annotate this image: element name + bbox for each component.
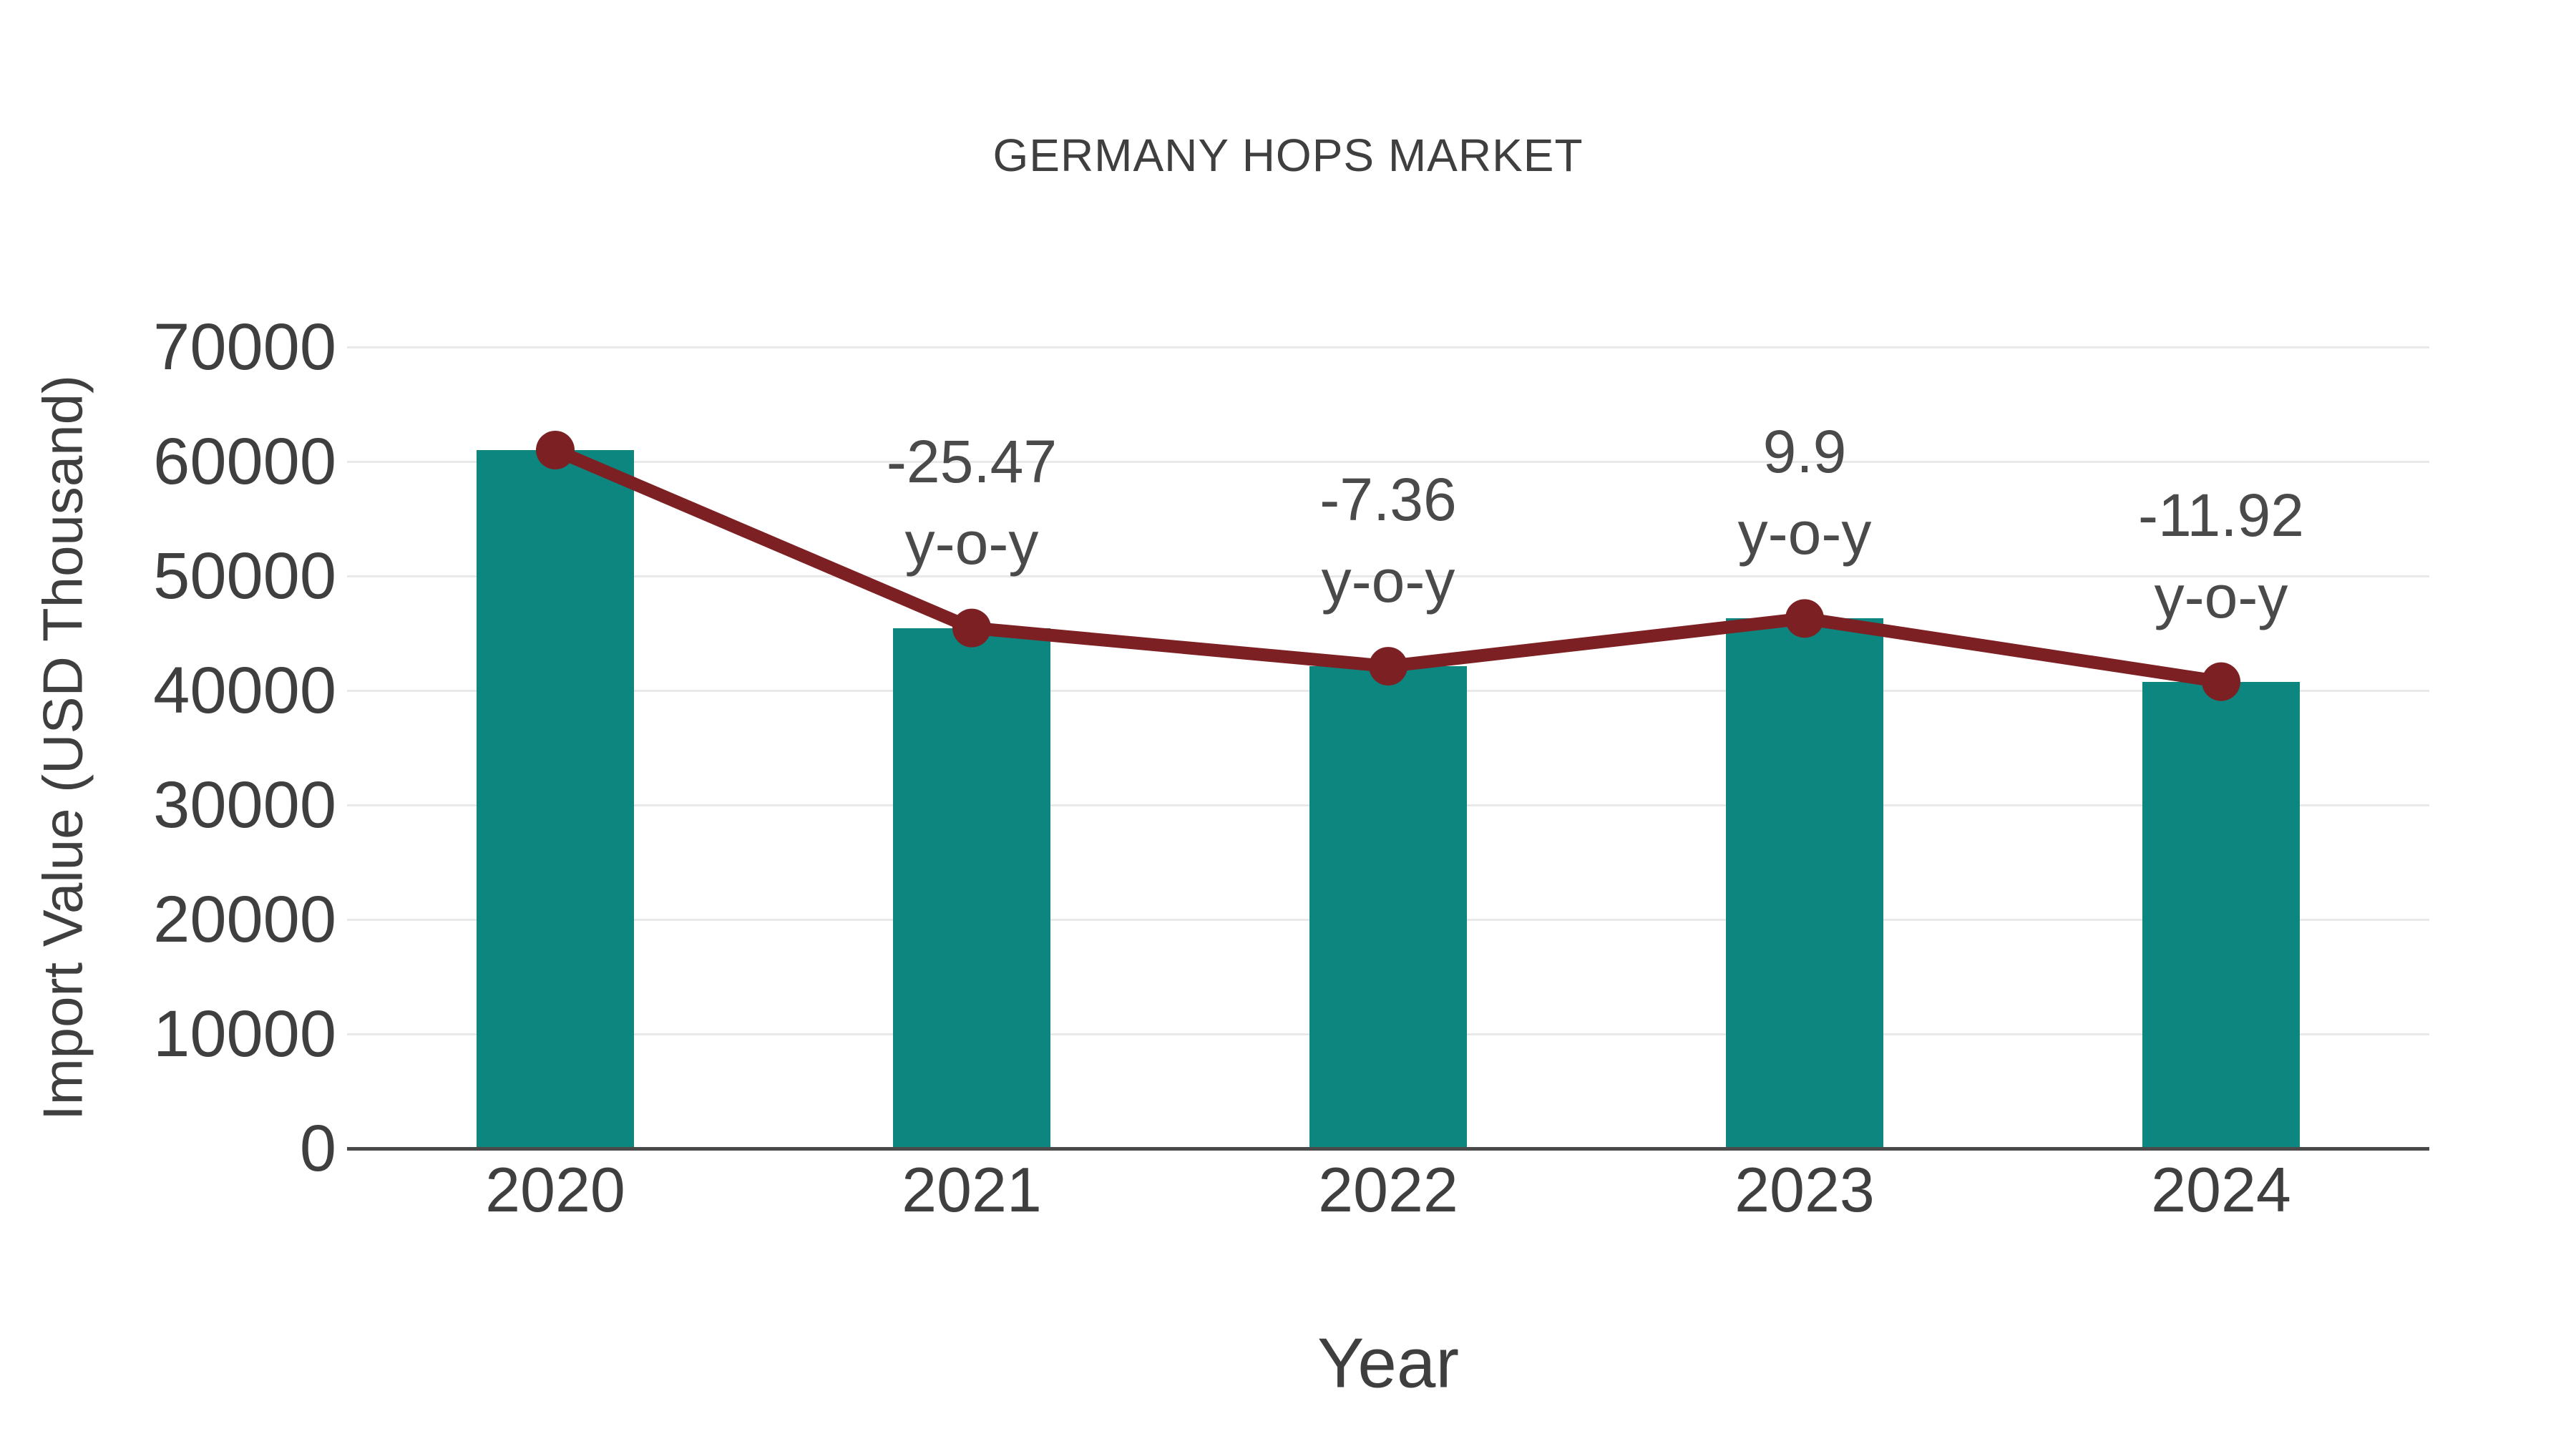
x-axis-line — [347, 1147, 2429, 1151]
x-axis-title: Year — [1317, 1323, 1460, 1402]
bar-2023 — [1726, 618, 1883, 1148]
yoy-suffix: y-o-y — [1321, 547, 1455, 615]
yoy-value: -11.92 — [2138, 481, 2304, 549]
bar-2020 — [477, 450, 634, 1148]
yoy-annotation-2024: -11.92 y-o-y — [2006, 474, 2436, 638]
y-tick-label: 40000 — [153, 654, 336, 727]
yoy-suffix: y-o-y — [1737, 499, 1872, 567]
bar-2021 — [893, 628, 1050, 1148]
y-tick-label: 60000 — [153, 425, 336, 498]
y-tick-label: 70000 — [153, 311, 336, 384]
yoy-suffix: y-o-y — [2154, 562, 2288, 630]
yoy-value: 9.9 — [1762, 418, 1847, 486]
y-tick-label: 20000 — [153, 883, 336, 956]
y-tick-label: 10000 — [153, 997, 336, 1070]
chart-title: GERMANY HOPS MARKET — [992, 130, 1584, 181]
bar-2022 — [1309, 666, 1467, 1148]
y-tick-label: 0 — [299, 1112, 336, 1185]
yoy-value: -25.47 — [886, 427, 1058, 495]
x-tick-label: 2022 — [1318, 1154, 1458, 1225]
yoy-annotation-2023: 9.9 y-o-y — [1590, 411, 2019, 574]
yoy-annotation-2022: -7.36 y-o-y — [1174, 459, 1603, 622]
x-tick-label: 2024 — [2151, 1154, 2291, 1225]
bar-2024 — [2142, 681, 2300, 1148]
x-tick-label: 2021 — [902, 1154, 1042, 1225]
grid-line — [347, 346, 2429, 348]
yoy-suffix: y-o-y — [904, 509, 1039, 577]
y-tick-label: 50000 — [153, 540, 336, 613]
x-tick-label: 2023 — [1735, 1154, 1875, 1225]
yoy-value: -7.36 — [1319, 466, 1457, 534]
y-tick-label: 30000 — [153, 769, 336, 841]
yoy-annotation-2021: -25.47 y-o-y — [757, 421, 1186, 584]
x-tick-label: 2020 — [485, 1154, 625, 1225]
